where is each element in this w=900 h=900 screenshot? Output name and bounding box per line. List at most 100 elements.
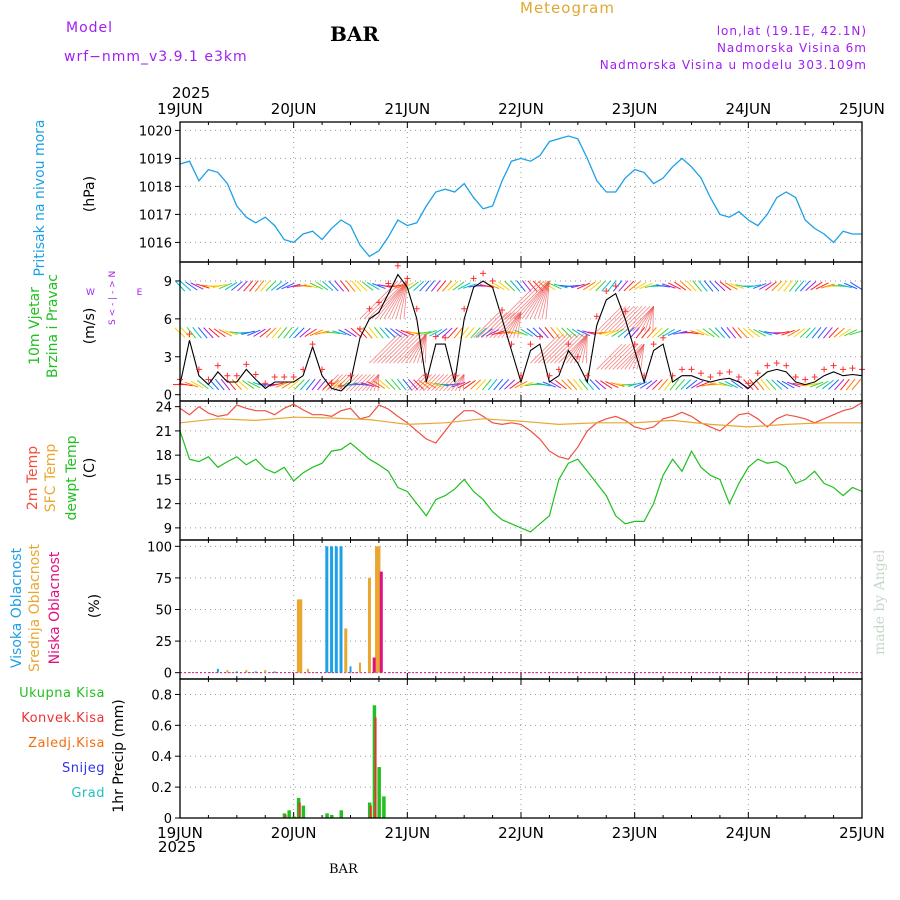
wind-barb <box>431 280 441 292</box>
y-tick-label: 9 <box>164 522 172 537</box>
wind-barb <box>709 280 720 292</box>
y-tick-label: 1018 <box>139 180 172 195</box>
footer-station: BAR <box>329 862 358 877</box>
wind-barb <box>252 382 267 388</box>
wind-barb <box>265 280 277 292</box>
wind-hatch <box>517 280 550 320</box>
wind-barb <box>220 378 231 391</box>
wind-barb <box>436 280 447 292</box>
wind-barb <box>445 382 460 387</box>
wind-barb <box>658 378 669 391</box>
wind-barb <box>833 327 845 338</box>
precip-bar <box>372 705 377 818</box>
wind-barb <box>696 381 710 388</box>
wind-barb <box>487 378 498 391</box>
wind-hatch <box>383 280 408 320</box>
wind-hatch <box>600 343 627 370</box>
wind-barb <box>520 328 533 337</box>
wind-barb <box>271 327 282 339</box>
precip-bar <box>301 805 306 818</box>
wind-barb <box>519 381 534 388</box>
wind-barb <box>607 280 617 292</box>
x-date-bottom: 22JUN <box>498 824 544 842</box>
wind-barb <box>828 379 839 390</box>
cloud-bar <box>349 666 352 673</box>
wind-barb <box>667 329 682 336</box>
wind-barb <box>805 327 816 339</box>
precip-bar <box>298 802 301 818</box>
wind-barb <box>781 380 795 389</box>
wind-barb <box>702 328 715 338</box>
wind-hatch <box>624 305 651 332</box>
wind-hatch <box>349 374 367 392</box>
precip-bar <box>367 802 372 818</box>
wind-barb <box>237 280 248 292</box>
wind-barb <box>361 281 374 291</box>
wind-hatch <box>596 305 623 332</box>
y-tick-label: 0.4 <box>151 750 172 765</box>
legend-total-rain: Ukupna Kisa <box>19 686 105 701</box>
wind-barb <box>384 327 396 338</box>
wind-barb <box>815 282 829 290</box>
wind-barb <box>326 331 341 334</box>
wind-hatch <box>377 374 380 391</box>
wind-barb <box>396 378 407 391</box>
wind-barb <box>783 280 793 292</box>
wind-barb <box>753 328 767 337</box>
wind-hatch <box>447 374 465 392</box>
wind-barb <box>771 280 783 292</box>
wind-barb <box>799 327 811 338</box>
wind-hatch <box>582 333 588 364</box>
wind-barb <box>758 329 773 336</box>
wind-hatch <box>505 312 522 339</box>
wind-hatch <box>644 306 654 332</box>
wind-barb <box>300 378 310 391</box>
wind-hatch <box>562 333 588 364</box>
precip-bar <box>377 767 381 818</box>
wind-barb <box>664 378 674 391</box>
page-title: Meteogram <box>520 0 615 17</box>
wind-barb <box>452 281 465 291</box>
pressure-line <box>179 135 862 258</box>
cloud-bar <box>216 668 219 673</box>
wind-barb <box>197 327 208 339</box>
precip-bar <box>369 805 372 818</box>
wind-barb <box>253 328 266 337</box>
wind-barb <box>594 379 607 390</box>
wind-barb <box>305 378 316 391</box>
wind-barb <box>476 379 487 391</box>
wind-barb <box>328 280 339 292</box>
wind-hatch <box>620 305 647 332</box>
wind-barb <box>465 327 475 339</box>
wind-hatch <box>537 280 550 319</box>
wind-barb <box>771 379 783 390</box>
wind-barb <box>435 328 448 338</box>
wind-hatch <box>353 374 371 392</box>
wind-barb <box>226 378 237 391</box>
wind-barb <box>605 329 619 337</box>
cloud-bar <box>296 599 300 673</box>
y-tick-label: 15 <box>155 473 172 488</box>
wind-barb <box>498 281 510 291</box>
wind-barb <box>554 379 567 390</box>
wind-hatch <box>534 333 564 364</box>
wind-hatch <box>375 280 408 320</box>
cloud-bar <box>264 670 267 673</box>
wind-hatch <box>401 333 427 364</box>
wind-barb <box>332 330 346 336</box>
wind-barb <box>724 380 738 389</box>
wind-barb <box>811 327 822 339</box>
wind-barb <box>692 280 703 292</box>
wind-barb <box>627 382 642 387</box>
wind-barb <box>724 282 738 290</box>
x-date-top: 21JUN <box>384 100 430 118</box>
wind-hatch <box>458 374 465 392</box>
wind-hatch <box>620 343 645 370</box>
wind-barb <box>214 378 225 391</box>
wind-barb <box>775 330 790 335</box>
y-tick-label: 100 <box>147 540 172 555</box>
wind-barb <box>372 283 386 290</box>
wind-barb <box>600 380 613 389</box>
wind-barb <box>356 280 368 292</box>
wind-barb <box>781 329 795 336</box>
